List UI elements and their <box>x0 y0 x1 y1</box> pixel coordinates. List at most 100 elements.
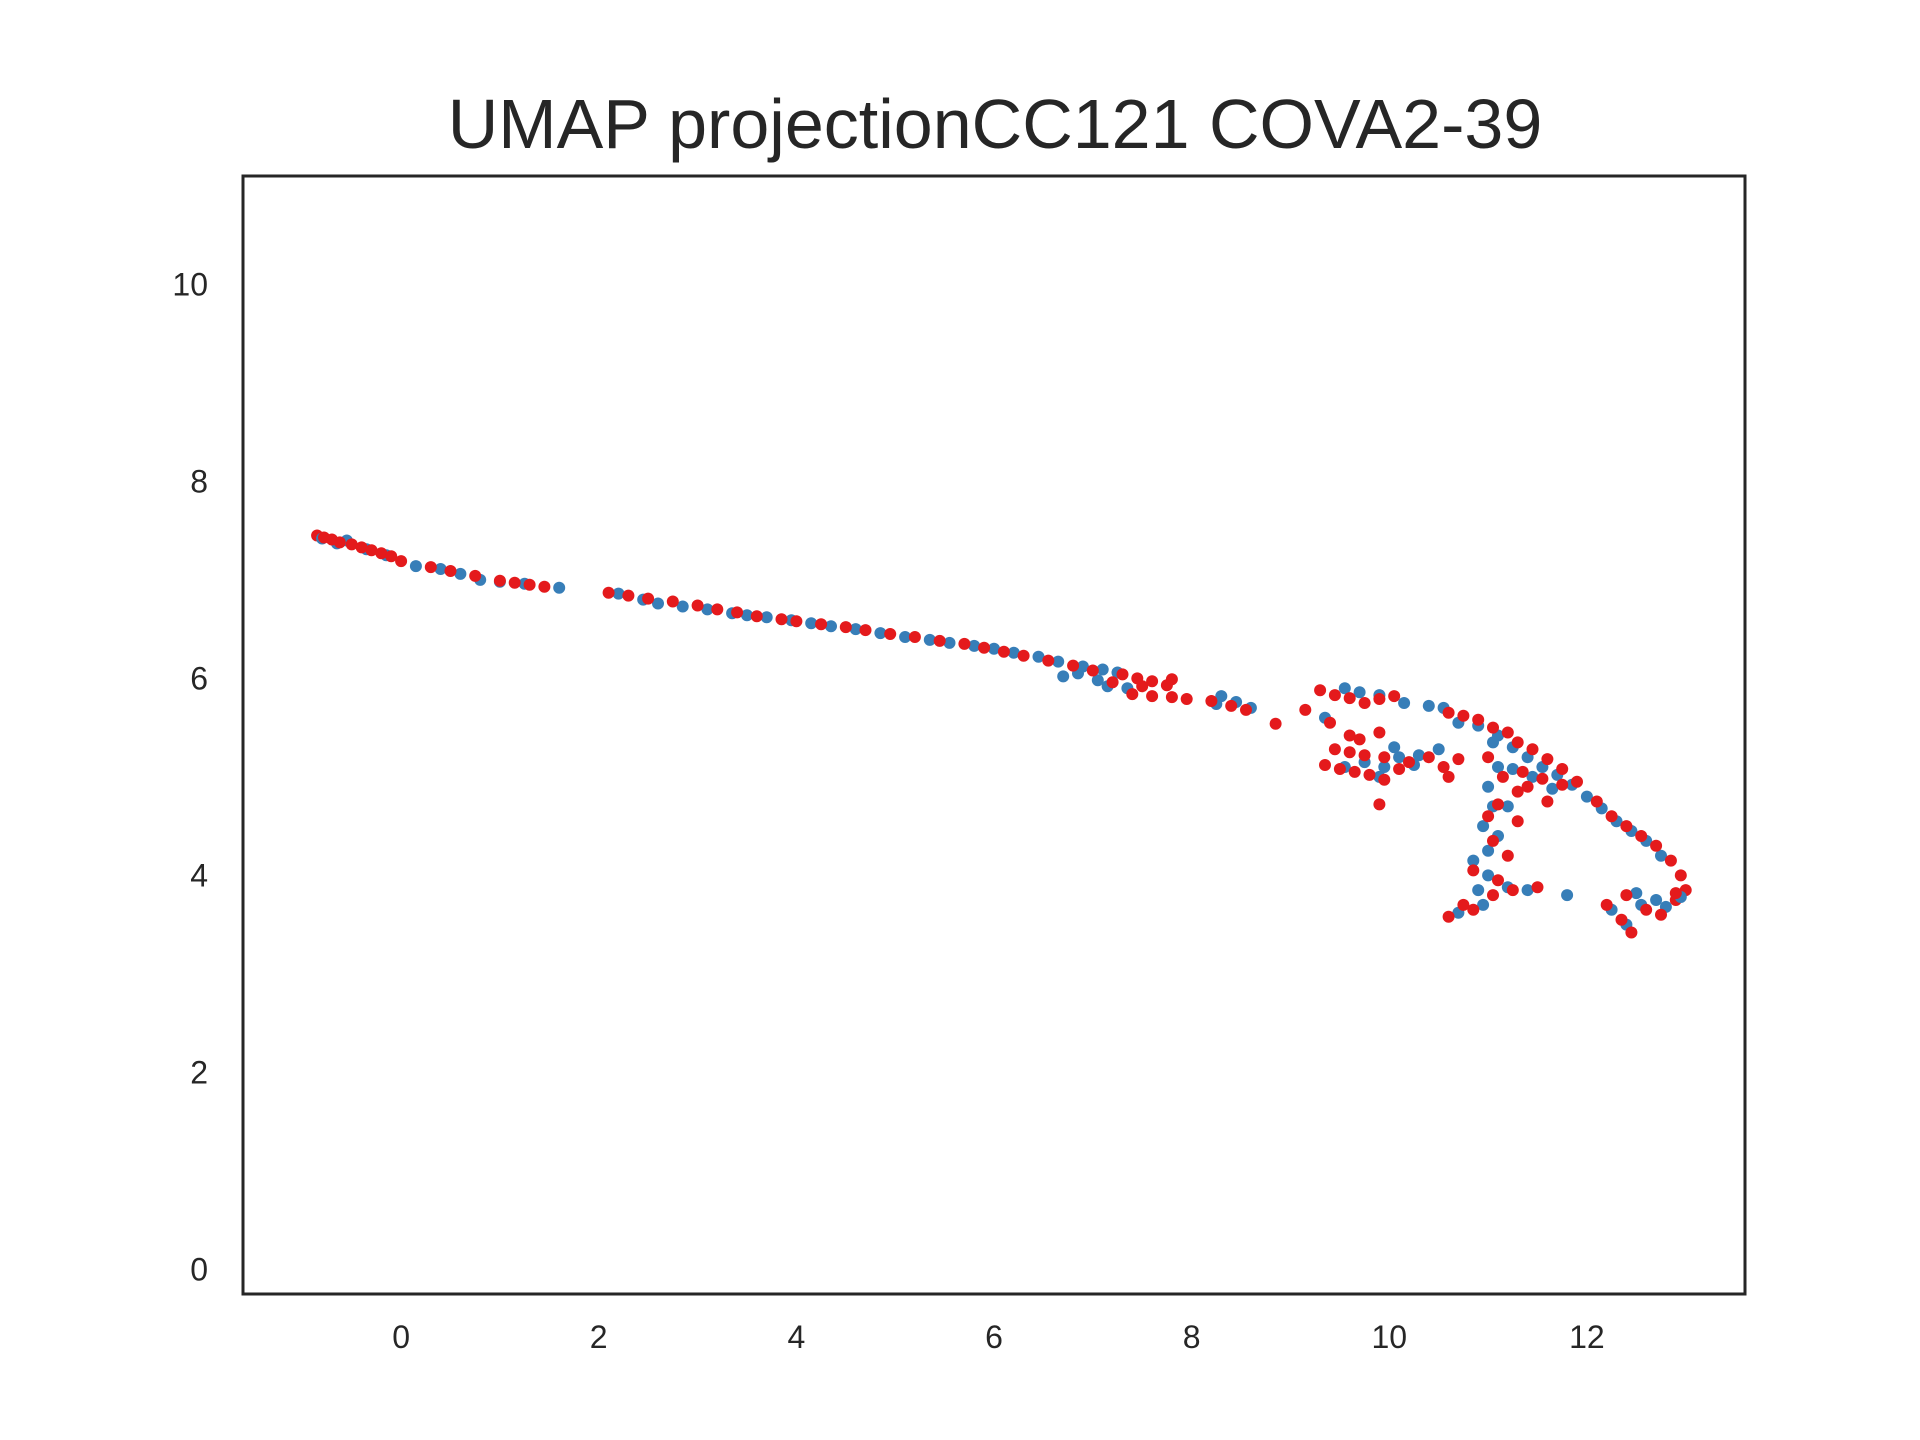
y-tick-label-3: 6 <box>190 660 208 696</box>
red-point-128 <box>1669 887 1682 900</box>
red-point-47 <box>1126 688 1139 701</box>
red-point-49 <box>1165 691 1178 704</box>
red-point-80 <box>1452 753 1465 766</box>
red-point-70 <box>1319 759 1331 771</box>
red-point-11 <box>444 565 457 577</box>
blue-point-88 <box>1521 884 1534 897</box>
blue-point-69 <box>1580 790 1593 803</box>
blue-point-76 <box>1492 761 1504 773</box>
blue-point-47 <box>1353 686 1366 699</box>
blue-point-83 <box>1482 869 1495 882</box>
red-point-46 <box>1106 676 1119 689</box>
blue-point-21 <box>805 617 818 630</box>
red-point-8 <box>385 550 398 563</box>
red-point-90 <box>1556 763 1569 775</box>
axes-frame <box>241 174 1747 1296</box>
red-point-44 <box>1165 673 1178 686</box>
red-point-56 <box>1314 684 1327 697</box>
red-point-71 <box>1333 763 1346 775</box>
blue-point-59 <box>1388 741 1401 754</box>
red-point-53 <box>1240 703 1252 716</box>
blue-point-6 <box>434 563 447 575</box>
red-point-24 <box>750 610 763 623</box>
y-tick-labels: 0 2 4 6 8 10 <box>172 266 208 1287</box>
red-point-92 <box>1590 795 1603 808</box>
red-point-106 <box>1501 849 1514 862</box>
red-point-76 <box>1373 798 1386 811</box>
x-tick-label-1: 2 <box>590 1319 608 1355</box>
points-layer <box>311 529 1692 939</box>
blue-point-5 <box>409 560 422 573</box>
red-point-62 <box>1324 716 1336 729</box>
red-point-27 <box>815 618 828 631</box>
x-tick-label-5: 10 <box>1372 1319 1408 1355</box>
red-point-77 <box>1403 756 1415 769</box>
blue-point-46 <box>1338 682 1351 695</box>
red-point-40 <box>1116 668 1129 681</box>
blue-point-90 <box>1506 763 1519 775</box>
blue-point-84 <box>1472 884 1485 897</box>
y-tick-label-5: 10 <box>172 266 208 302</box>
red-point-6 <box>365 544 378 557</box>
red-point-66 <box>1328 743 1341 756</box>
blue-point-85 <box>1477 898 1490 911</box>
red-point-22 <box>711 603 724 616</box>
red-point-110 <box>1457 898 1470 911</box>
red-point-54 <box>1269 717 1282 730</box>
red-point-112 <box>1442 910 1455 923</box>
red-point-16 <box>538 580 551 593</box>
red-point-79 <box>1437 761 1450 773</box>
blue-point-25 <box>899 631 912 643</box>
red-point-48 <box>1146 690 1159 703</box>
blue-point-74 <box>1655 849 1667 862</box>
red-point-61 <box>1388 690 1401 703</box>
red-point-123 <box>1615 913 1628 926</box>
red-point-103 <box>1511 785 1524 798</box>
red-point-81 <box>1442 770 1455 783</box>
red-point-73 <box>1363 768 1376 781</box>
red-point-84 <box>1472 713 1485 726</box>
red-point-89 <box>1541 753 1554 766</box>
red-point-121 <box>1511 815 1524 828</box>
blue-point-81 <box>1482 844 1495 857</box>
blue-point-77 <box>1482 780 1495 793</box>
red-point-52 <box>1225 699 1238 712</box>
red-point-96 <box>1650 839 1663 852</box>
red-point-28 <box>839 621 852 634</box>
blue-point-97 <box>1650 894 1663 906</box>
blue-point-19 <box>760 611 773 624</box>
blue-point-18 <box>741 609 753 622</box>
red-point-5 <box>355 541 368 554</box>
blue-point-53 <box>1378 761 1391 773</box>
red-point-42 <box>1146 675 1159 688</box>
blue-point-23 <box>849 623 862 636</box>
red-point-101 <box>1482 751 1495 764</box>
blue-point-11 <box>553 581 566 594</box>
red-point-33 <box>958 637 971 650</box>
red-point-45 <box>1136 680 1149 693</box>
red-point-111 <box>1467 903 1480 916</box>
blue-point-15 <box>676 600 689 613</box>
y-tick-label-4: 8 <box>190 463 208 499</box>
red-point-124 <box>1625 926 1638 939</box>
blue-point-27 <box>943 636 956 649</box>
red-point-119 <box>1521 780 1534 793</box>
red-point-120 <box>1541 795 1554 808</box>
red-point-36 <box>1017 649 1030 662</box>
red-point-63 <box>1343 729 1356 742</box>
red-point-75 <box>1393 763 1406 775</box>
red-point-93 <box>1605 810 1618 823</box>
red-point-104 <box>1482 810 1495 823</box>
red-point-67 <box>1343 746 1356 759</box>
y-tick-label-1: 2 <box>190 1054 208 1090</box>
x-tick-label-0: 0 <box>392 1319 410 1355</box>
red-point-68 <box>1358 749 1371 762</box>
x-tick-label-4: 8 <box>1183 1319 1201 1355</box>
blue-point-29 <box>988 642 1000 655</box>
chart-title: UMAP projectionCC121 COVA2-39 <box>448 85 1543 163</box>
red-point-83 <box>1457 709 1470 722</box>
red-point-102 <box>1496 770 1509 783</box>
red-point-78 <box>1422 751 1435 764</box>
red-point-116 <box>1536 772 1549 785</box>
